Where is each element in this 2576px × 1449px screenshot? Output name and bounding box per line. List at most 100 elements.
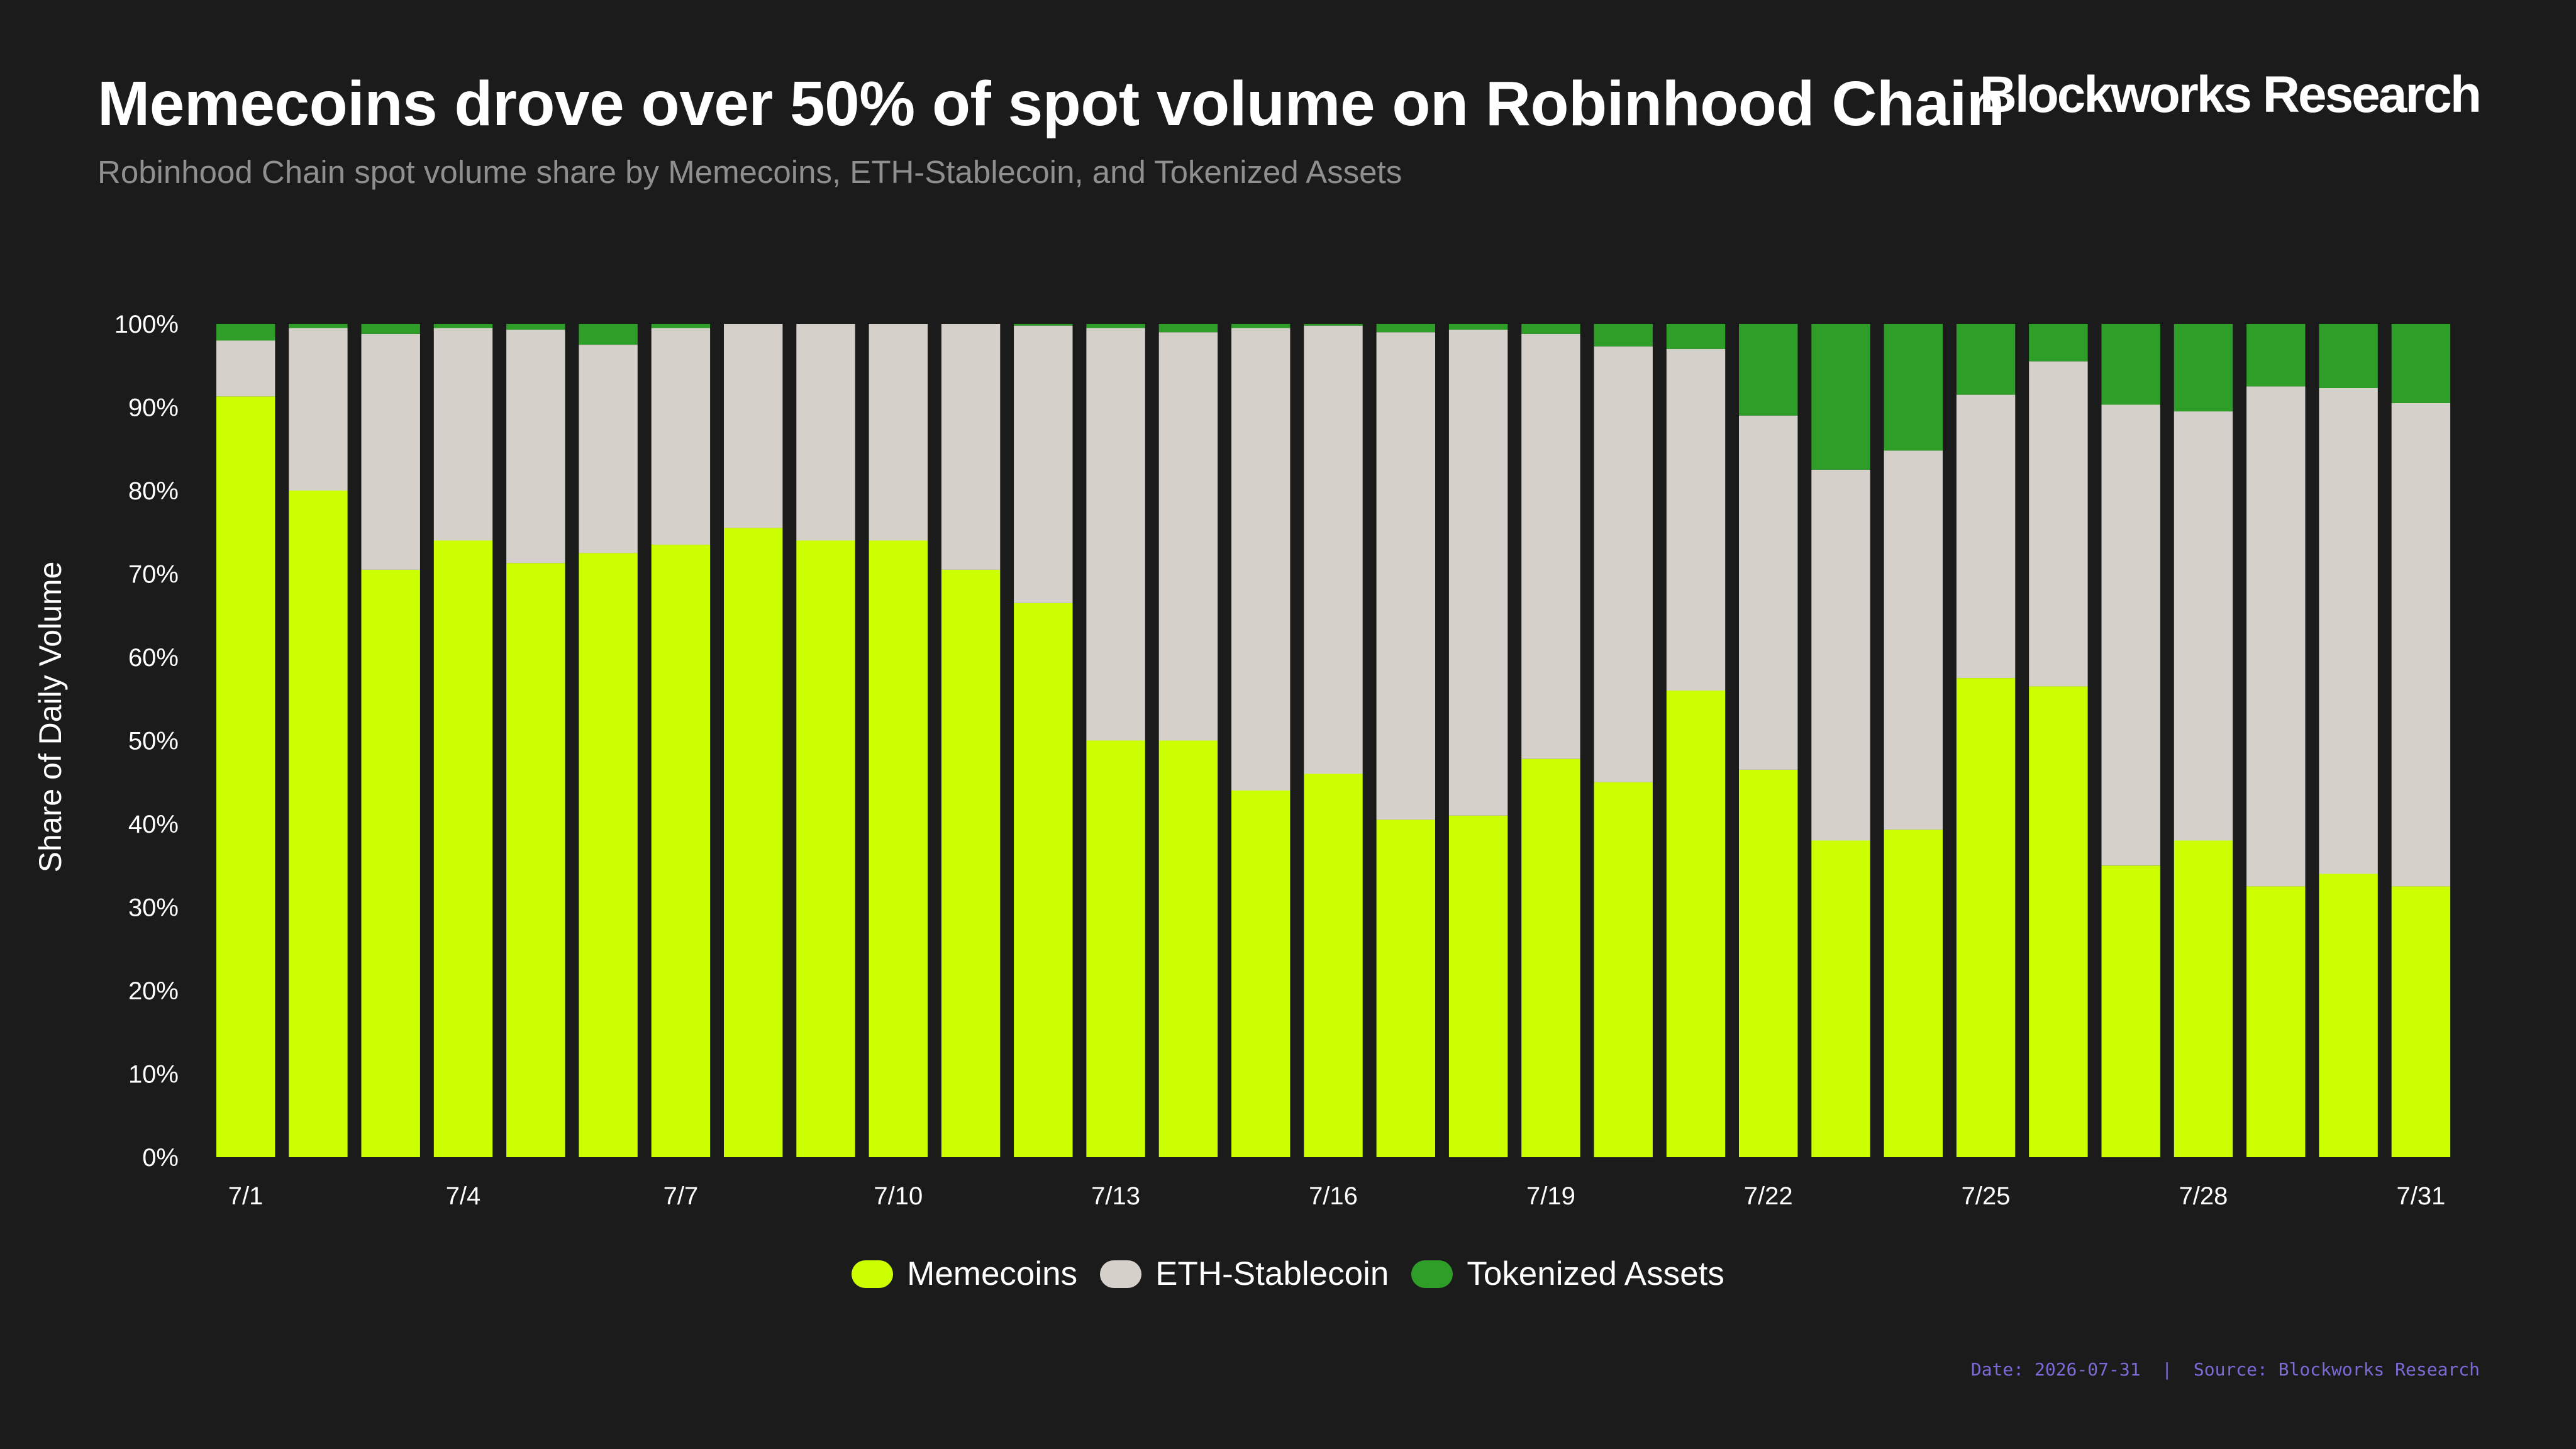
bar-eth-stablecoin-7-6 xyxy=(579,345,638,553)
x-tick-label: 7/31 xyxy=(2396,1182,2445,1210)
legend-swatch-tokenized-assets xyxy=(1411,1260,1453,1288)
bar-eth-stablecoin-7-25 xyxy=(1956,394,2016,679)
bar-memecoins-7-17 xyxy=(1376,819,1435,1157)
y-tick-label: 60% xyxy=(128,644,179,672)
bar-eth-stablecoin-7-17 xyxy=(1376,332,1435,820)
bar-eth-stablecoin-7-8 xyxy=(724,324,783,528)
y-tick-label: 40% xyxy=(128,811,179,838)
bar-eth-stablecoin-7-14 xyxy=(1158,332,1218,741)
bar-memecoins-7-20 xyxy=(1594,782,1653,1158)
bar-tokenized-assets-7-20 xyxy=(1594,324,1653,347)
bar-eth-stablecoin-7-30 xyxy=(2319,388,2378,874)
bar-memecoins-7-8 xyxy=(724,528,783,1157)
bar-eth-stablecoin-7-27 xyxy=(2101,404,2160,866)
x-tick-label: 7/10 xyxy=(874,1182,923,1210)
x-tick-label: 7/22 xyxy=(1744,1182,1793,1210)
bar-memecoins-7-19 xyxy=(1521,758,1580,1157)
bar-memecoins-7-23 xyxy=(1811,840,1870,1157)
bar-eth-stablecoin-7-15 xyxy=(1231,328,1291,791)
bar-eth-stablecoin-7-2 xyxy=(289,328,348,491)
bar-memecoins-7-13 xyxy=(1086,740,1145,1157)
bar-memecoins-7-16 xyxy=(1304,774,1363,1157)
bar-memecoins-7-29 xyxy=(2246,886,2306,1157)
bar-memecoins-7-25 xyxy=(1956,678,2016,1157)
legend-label-eth-stablecoin: ETH-Stablecoin xyxy=(1155,1255,1389,1292)
y-tick-label: 90% xyxy=(128,394,179,422)
bar-memecoins-7-5 xyxy=(506,563,565,1157)
legend-label-memecoins: Memecoins xyxy=(907,1255,1078,1292)
bar-eth-stablecoin-7-23 xyxy=(1811,469,1870,841)
bar-eth-stablecoin-7-10 xyxy=(869,324,928,541)
bar-eth-stablecoin-7-19 xyxy=(1521,333,1580,759)
y-tick-label: 10% xyxy=(128,1061,179,1089)
y-axis-ticks: 0% 10% 20% 30% 40% 50% 60% 70% 80% 90% 100% xyxy=(114,311,179,1172)
bar-memecoins-7-31 xyxy=(2391,886,2451,1157)
bar-tokenized-assets-7-26 xyxy=(2029,324,2088,362)
y-tick-label: 30% xyxy=(128,894,179,922)
bar-eth-stablecoin-7-5 xyxy=(506,330,565,564)
y-tick-label: 0% xyxy=(142,1144,179,1172)
legend-label-tokenized-assets: Tokenized Assets xyxy=(1467,1255,1724,1292)
y-tick-label: 20% xyxy=(128,977,179,1005)
bar-tokenized-assets-7-2 xyxy=(289,324,348,328)
bar-tokenized-assets-7-19 xyxy=(1521,324,1580,334)
bar-eth-stablecoin-7-1 xyxy=(216,340,275,397)
bar-tokenized-assets-7-5 xyxy=(506,324,565,330)
bar-memecoins-7-3 xyxy=(361,569,420,1157)
bar-eth-stablecoin-7-26 xyxy=(2029,361,2088,687)
legend-swatch-memecoins xyxy=(852,1260,894,1288)
bar-tokenized-assets-7-14 xyxy=(1158,324,1218,333)
bar-memecoins-7-1 xyxy=(216,396,275,1157)
bar-tokenized-assets-7-3 xyxy=(361,324,420,334)
bar-memecoins-7-22 xyxy=(1739,769,1798,1157)
x-tick-label: 7/13 xyxy=(1091,1182,1140,1210)
bar-tokenized-assets-7-27 xyxy=(2101,324,2160,405)
bar-tokenized-assets-7-28 xyxy=(2174,324,2233,412)
bar-tokenized-assets-7-18 xyxy=(1448,324,1508,330)
bar-eth-stablecoin-7-28 xyxy=(2174,411,2233,841)
bar-eth-stablecoin-7-18 xyxy=(1448,330,1508,816)
bar-memecoins-7-4 xyxy=(433,540,493,1157)
bar-tokenized-assets-7-31 xyxy=(2391,324,2451,403)
bar-eth-stablecoin-7-12 xyxy=(1014,325,1073,603)
bar-eth-stablecoin-7-21 xyxy=(1666,348,1726,691)
bar-tokenized-assets-7-29 xyxy=(2246,324,2306,387)
bar-eth-stablecoin-7-24 xyxy=(1884,450,1943,830)
chart-legend: Memecoins ETH-Stablecoin Tokenized Asset… xyxy=(0,1255,2576,1293)
x-tick-label: 7/4 xyxy=(446,1182,481,1210)
y-tick-label: 80% xyxy=(128,477,179,505)
bar-tokenized-assets-7-12 xyxy=(1014,324,1073,326)
bar-memecoins-7-28 xyxy=(2174,840,2233,1157)
chart-subtitle: Robinhood Chain spot volume share by Mem… xyxy=(97,154,1402,190)
footer-source: Date: 2026-07-31 | Source: Blockworks Re… xyxy=(1970,1359,2480,1380)
bar-memecoins-7-27 xyxy=(2101,865,2160,1158)
bar-tokenized-assets-7-22 xyxy=(1739,324,1798,416)
bar-tokenized-assets-7-25 xyxy=(1956,324,2016,395)
bar-memecoins-7-30 xyxy=(2319,874,2378,1157)
bar-eth-stablecoin-7-20 xyxy=(1594,346,1653,782)
bar-tokenized-assets-7-6 xyxy=(579,324,638,345)
bar-memecoins-7-24 xyxy=(1884,830,1943,1157)
bar-eth-stablecoin-7-22 xyxy=(1739,415,1798,770)
x-tick-label: 7/1 xyxy=(228,1182,264,1210)
y-tick-label: 100% xyxy=(114,311,179,338)
brand-logo: Blockworks Research xyxy=(1979,66,2482,123)
bar-memecoins-7-2 xyxy=(289,491,348,1157)
bar-memecoins-7-18 xyxy=(1448,815,1508,1158)
bar-tokenized-assets-7-7 xyxy=(651,324,711,328)
legend-item-eth-stablecoin: ETH-Stablecoin xyxy=(1100,1255,1389,1293)
x-tick-label: 7/7 xyxy=(663,1182,699,1210)
x-tick-label: 7/28 xyxy=(2179,1182,2228,1210)
bar-tokenized-assets-7-16 xyxy=(1304,324,1363,326)
bar-eth-stablecoin-7-9 xyxy=(796,324,855,541)
bar-memecoins-7-6 xyxy=(579,553,638,1157)
bar-eth-stablecoin-7-13 xyxy=(1086,328,1145,741)
bar-tokenized-assets-7-13 xyxy=(1086,324,1145,328)
legend-swatch-eth-stablecoin xyxy=(1100,1260,1142,1288)
bar-memecoins-7-15 xyxy=(1231,791,1291,1157)
y-axis-label: Share of Daily Volume xyxy=(33,562,68,873)
bar-memecoins-7-12 xyxy=(1014,602,1073,1157)
bar-eth-stablecoin-7-3 xyxy=(361,333,420,570)
bar-tokenized-assets-7-1 xyxy=(216,324,275,341)
